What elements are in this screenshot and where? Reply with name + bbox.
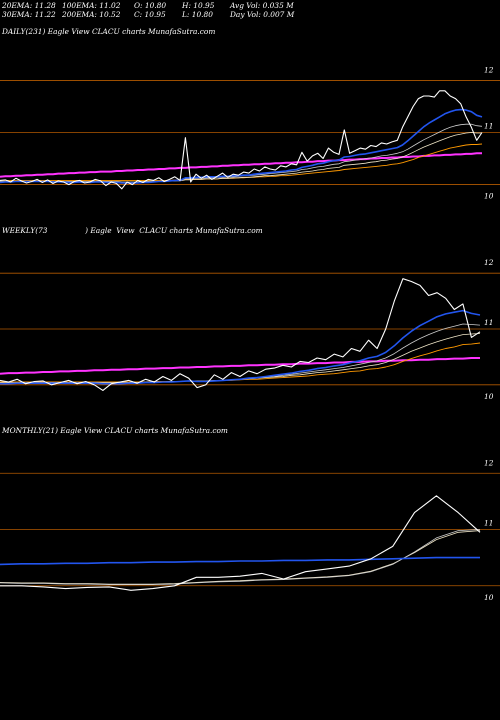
header-high: H: 10.95 — [182, 1, 215, 10]
weekly-chart: 10 11 12 — [0, 258, 500, 401]
daily-chart-title: DAILY(231) Eagle View CLACU charts Munaf… — [2, 27, 216, 36]
y-tick-label: 12 — [484, 65, 494, 74]
y-tick-label: 11 — [484, 122, 493, 131]
header-low: L: 10.80 — [182, 10, 213, 19]
series-line-ema-fast — [0, 556, 480, 566]
y-tick-label: 10 — [484, 192, 494, 201]
monthly-chart: 10 11 12 — [0, 458, 500, 602]
header-30ema: 30EMA: 11.22 — [2, 10, 56, 19]
y-tick-label: 10 — [484, 392, 494, 401]
header-close: C: 10.95 — [134, 10, 166, 19]
header-100ema: 100EMA: 11.02 — [62, 1, 121, 10]
header-open: O: 10.80 — [134, 1, 167, 10]
header-avg-vol: Avg Vol: 0.035 M — [230, 1, 294, 10]
y-tick-label: 12 — [484, 258, 494, 267]
series-line-price — [0, 495, 481, 591]
y-tick-label: 12 — [484, 458, 494, 467]
y-tick-label: 10 — [484, 593, 494, 602]
header-20ema: 20EMA: 11.28 — [2, 1, 56, 10]
header-day-vol: Day Vol: 0.007 M — [230, 10, 295, 19]
series-line-price — [0, 278, 481, 391]
series-line-price — [0, 90, 483, 190]
y-tick-label: 11 — [484, 318, 493, 327]
header-200ema: 200EMA: 10.52 — [62, 10, 121, 19]
monthly-chart-title: MONTHLY(21) Eagle View CLACU charts Muna… — [2, 426, 228, 435]
series-line-ema-long — [0, 357, 480, 375]
series-line-ema-b — [0, 333, 481, 384]
y-tick-label: 11 — [484, 519, 493, 528]
series-line-ema-fast — [0, 108, 483, 184]
daily-chart: 10 11 12 — [0, 65, 500, 201]
series-line-ema-fast — [0, 309, 481, 385]
weekly-chart-title: WEEKLY(73 ) Eagle View CLACU charts Muna… — [2, 226, 263, 235]
series-line-ema-a — [0, 529, 481, 585]
